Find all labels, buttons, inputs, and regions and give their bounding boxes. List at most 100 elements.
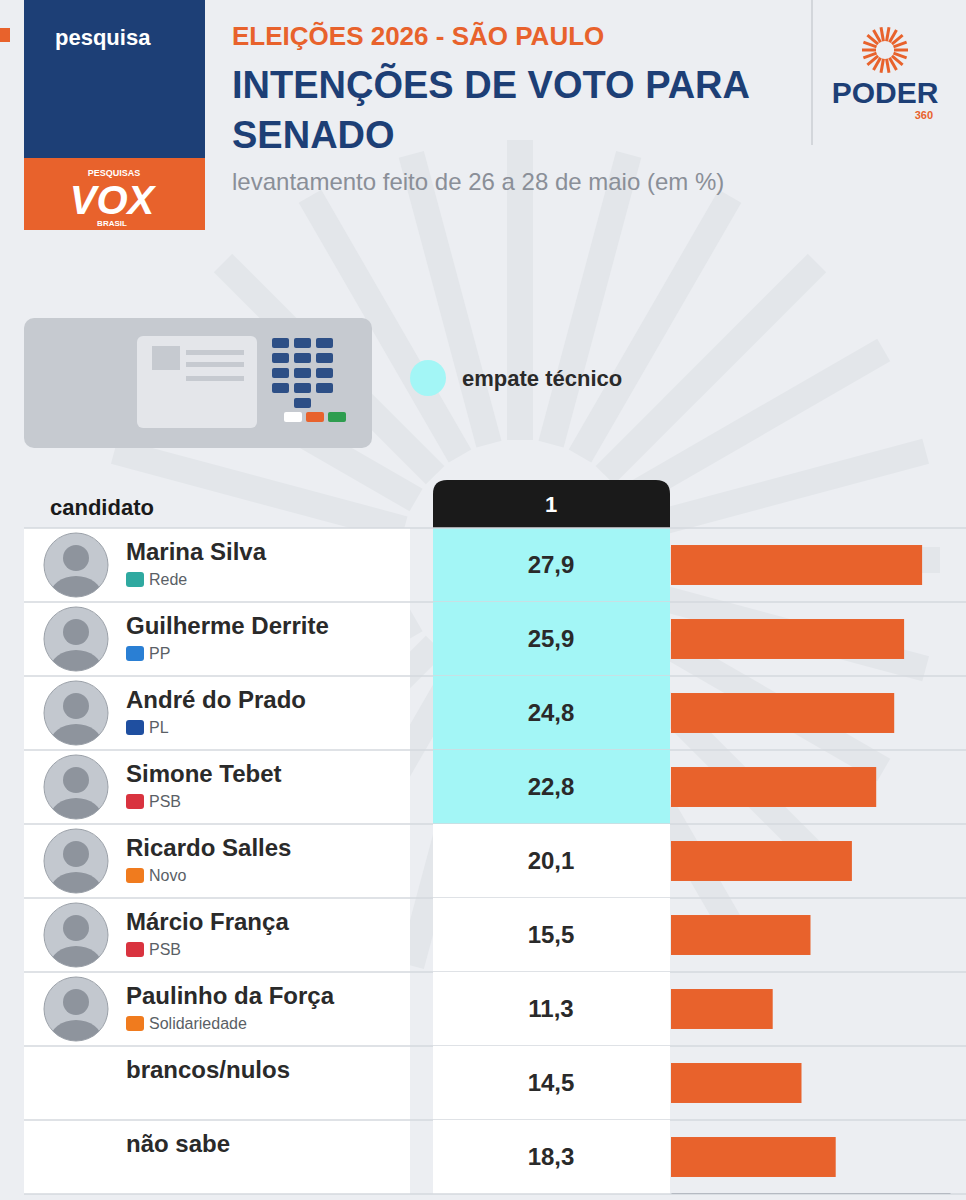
photo — [44, 903, 108, 986]
key-action — [284, 412, 302, 422]
key — [316, 338, 333, 348]
data-label: 22,8 — [528, 773, 575, 800]
screen-line — [186, 350, 244, 355]
party: PP — [149, 645, 170, 662]
x-axis-domain — [672, 1193, 951, 1194]
key — [272, 353, 289, 363]
party: PSB — [149, 793, 181, 810]
bar — [671, 545, 922, 585]
pollster-box — [24, 158, 205, 230]
row-separator — [24, 527, 966, 529]
key — [294, 383, 311, 393]
party-icon — [126, 572, 144, 587]
photo-ring — [44, 829, 108, 893]
photo-head — [63, 693, 89, 719]
value-cell — [433, 1046, 670, 1120]
tie-cell — [433, 750, 670, 824]
bar — [671, 1137, 836, 1177]
photo-head — [63, 989, 89, 1015]
sun-ray — [862, 49, 876, 52]
pollster-logo-bottom: BRASIL — [97, 219, 127, 228]
title: INTENÇÕES DE VOTO PARASENADO — [232, 63, 750, 156]
key-extra — [294, 398, 311, 408]
value-cell — [433, 824, 670, 898]
photo-ring — [44, 755, 108, 819]
photo-ring — [44, 607, 108, 671]
photo — [44, 977, 108, 1060]
tag: pesquisa — [55, 25, 151, 50]
kicker: ELEIÇÕES 2026 - SÃO PAULO — [232, 21, 604, 51]
category-label: brancos/nulos — [126, 1056, 290, 1083]
data-label: 27,9 — [528, 551, 575, 578]
screen-line — [186, 362, 244, 367]
key — [272, 383, 289, 393]
row-separator — [24, 1193, 966, 1195]
photo — [44, 755, 108, 838]
sun-ray — [894, 49, 908, 52]
data-label: 20,1 — [528, 847, 575, 874]
value-cell — [433, 972, 670, 1046]
screen-block — [152, 346, 180, 370]
bar — [671, 841, 852, 881]
ray — [636, 451, 926, 529]
sun-ray — [893, 42, 906, 47]
category-label: André do Prado — [126, 686, 306, 713]
key — [294, 353, 311, 363]
publisher-logo-sub: 360 — [915, 109, 933, 121]
key — [316, 383, 333, 393]
data-label: 25,9 — [528, 625, 575, 652]
key — [294, 368, 311, 378]
publisher-logo: PODER — [832, 76, 939, 109]
category-label: não sabe — [126, 1130, 230, 1157]
background-rays — [100, 140, 940, 980]
category-label: Simone Tebet — [126, 760, 282, 787]
party: Rede — [149, 571, 187, 588]
photo-ring — [44, 681, 108, 745]
tie-cell — [433, 602, 670, 676]
data-label: 14,5 — [528, 1069, 575, 1096]
voting-machine — [24, 318, 372, 448]
column-header: 1 — [545, 492, 557, 517]
machine-body — [24, 318, 372, 448]
photo-head — [63, 545, 89, 571]
bar — [671, 693, 894, 733]
photo-ring — [44, 533, 108, 597]
bar — [671, 619, 904, 659]
category-header: candidato — [50, 495, 154, 520]
photo-head — [63, 841, 89, 867]
corner-mark — [0, 28, 10, 42]
photo — [44, 533, 108, 616]
photo-shoulders — [50, 1020, 102, 1060]
party-icon — [126, 868, 144, 883]
party: Solidariedade — [149, 1015, 247, 1032]
key — [316, 353, 333, 363]
machine-screen — [137, 336, 257, 428]
data-label: 11,3 — [528, 995, 573, 1022]
sun-ray — [863, 53, 876, 58]
photo — [44, 681, 108, 764]
photo-head — [63, 915, 89, 941]
pollster-logo: VOX — [70, 178, 157, 222]
photo — [44, 829, 108, 912]
photo-head — [63, 619, 89, 645]
key-action — [328, 412, 346, 422]
bar — [671, 989, 773, 1029]
key — [316, 368, 333, 378]
party-icon — [126, 942, 144, 957]
sun-ray — [887, 27, 889, 41]
value-cell — [433, 898, 670, 972]
photo-ring — [44, 977, 108, 1041]
category-label: Márcio França — [126, 908, 289, 935]
header-separator — [811, 0, 813, 145]
pollster-logo-top: PESQUISAS — [88, 168, 141, 178]
party: Novo — [149, 867, 186, 884]
category-label: Paulinho da Força — [126, 982, 335, 1009]
background — [0, 0, 966, 1200]
bar — [671, 1063, 802, 1103]
party: PSB — [149, 941, 181, 958]
photo-head — [63, 767, 89, 793]
sun-ray — [881, 59, 883, 73]
photo — [44, 607, 108, 690]
sun-ray — [881, 27, 883, 41]
chart: pesquisa PESQUISASVOXBRASIL ELEIÇÕES 2026 … — [0, 0, 966, 1200]
